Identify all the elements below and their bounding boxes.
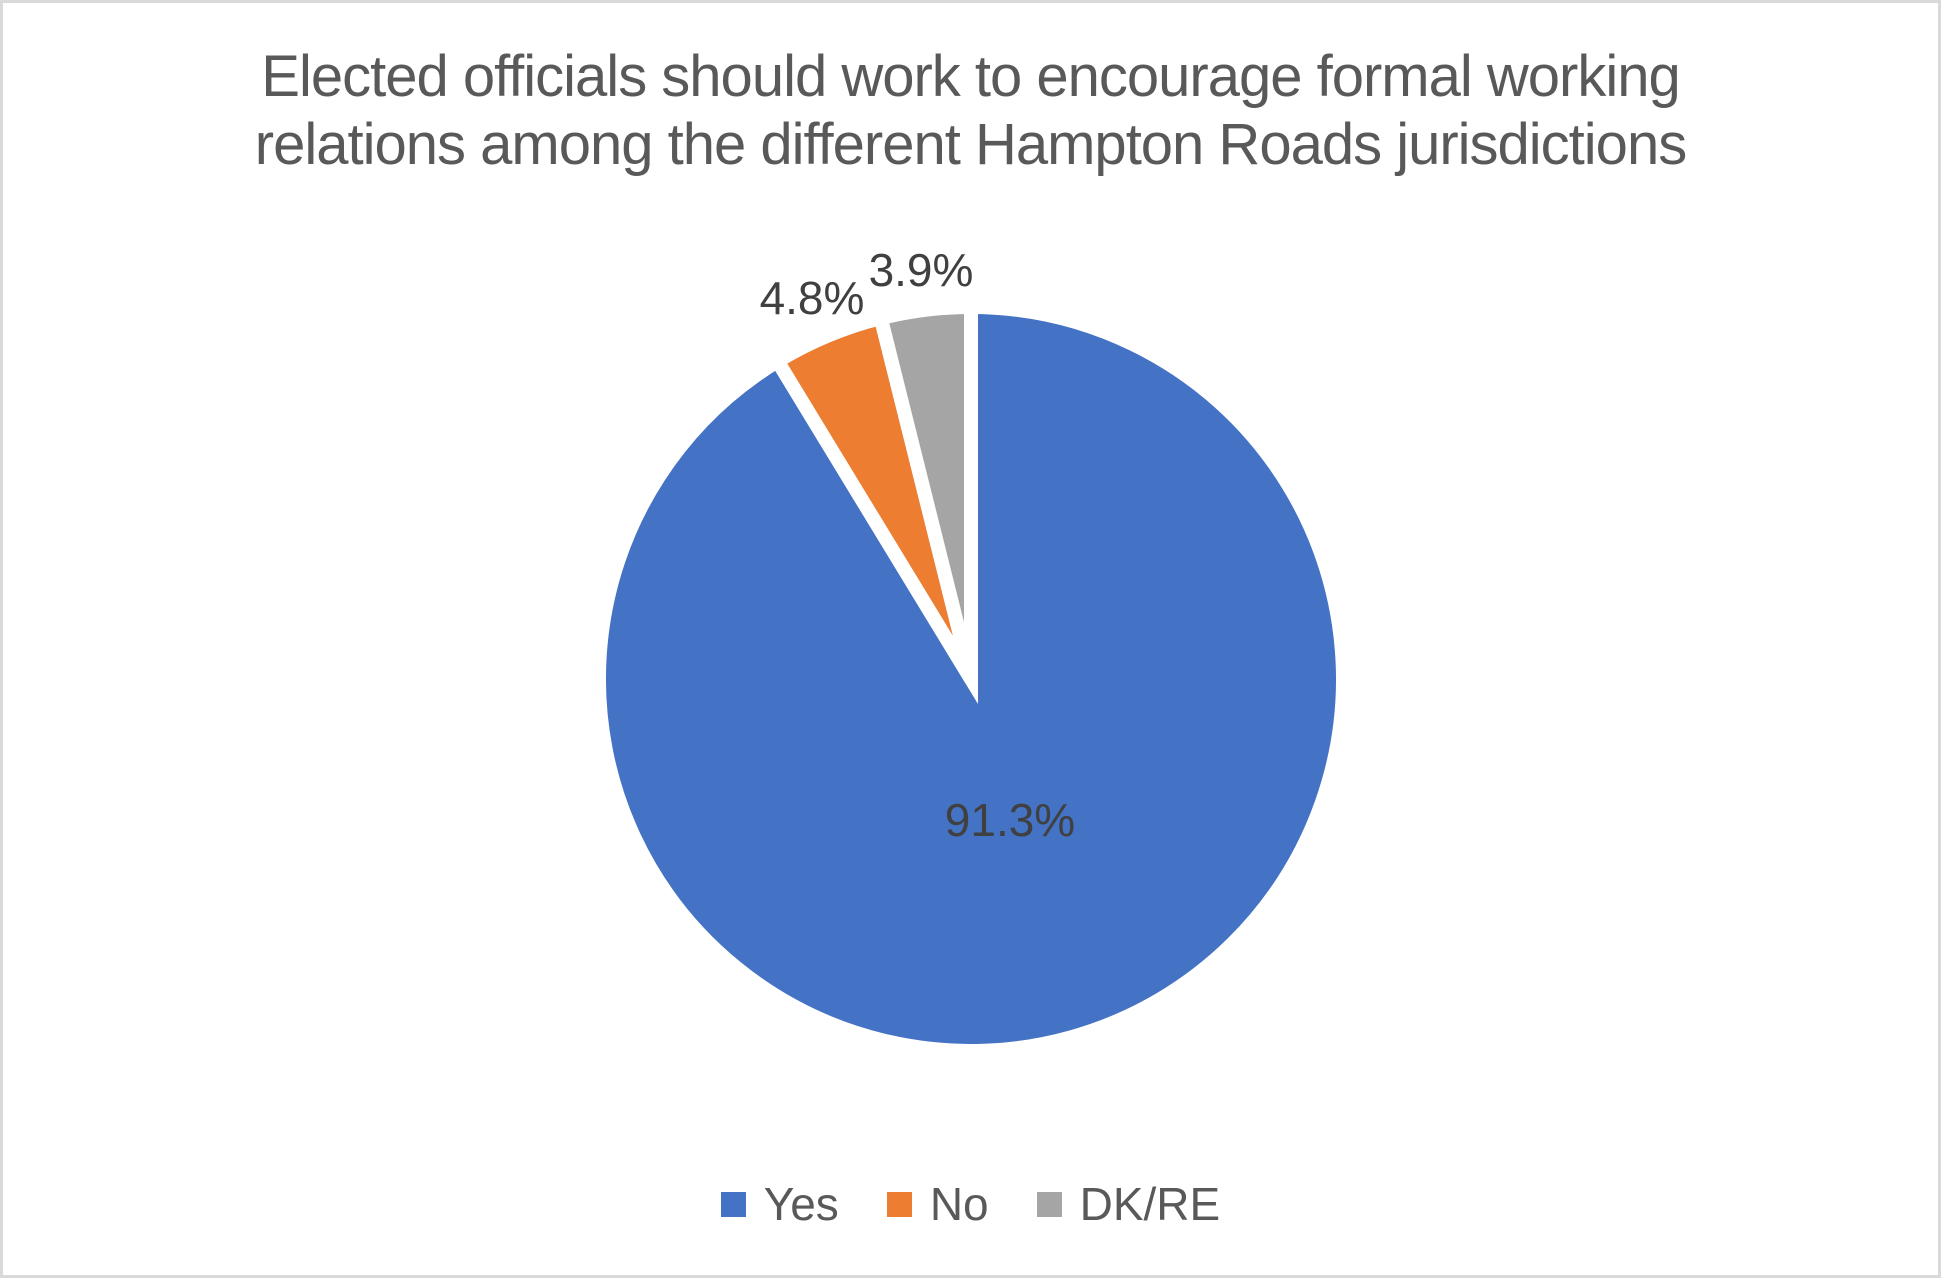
pie-slice-dk-re[interactable]: [872, 299, 978, 681]
legend: Yes No DK/RE: [3, 1175, 1938, 1233]
legend-item-yes[interactable]: Yes: [720, 1177, 839, 1231]
legend-swatch-dk-re: [1036, 1191, 1062, 1217]
legend-swatch-no: [886, 1191, 912, 1217]
legend-label-dk-re: DK/RE: [1079, 1178, 1221, 1230]
legend-swatch-yes: [720, 1191, 746, 1217]
chart-title-line-2: relations among the different Hampton Ro…: [254, 112, 1687, 177]
slice-label-no: 4.8%: [759, 272, 865, 324]
chart-title-line-1: Elected officials should work to encoura…: [261, 44, 1680, 109]
slice-label-yes: 91.3%: [944, 794, 1076, 846]
slice-label-dk-re: 3.9%: [868, 244, 974, 296]
pie-chart: [591, 299, 1350, 1058]
chart-title: Elected officials should work to encoura…: [3, 43, 1938, 179]
legend-label-no: No: [929, 1178, 989, 1230]
legend-item-no[interactable]: No: [886, 1177, 989, 1231]
legend-label-yes: Yes: [763, 1178, 839, 1230]
legend-item-dk-re[interactable]: DK/RE: [1036, 1177, 1221, 1231]
